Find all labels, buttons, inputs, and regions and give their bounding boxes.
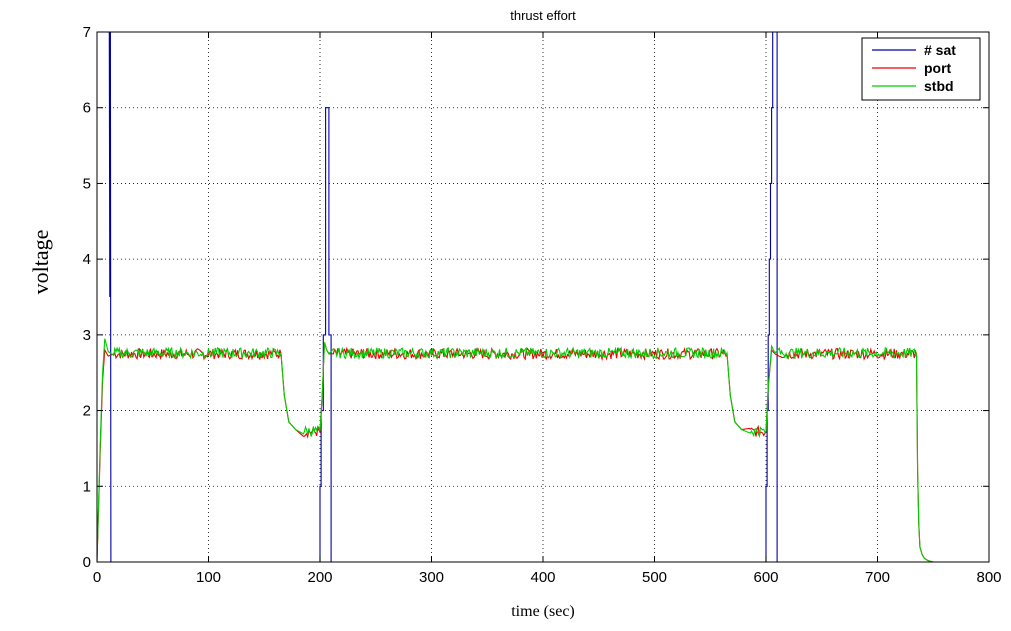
y-tick-label: 5 — [83, 175, 91, 192]
x-tick-label: 100 — [196, 569, 221, 586]
x-axis-label: time (sec) — [511, 603, 575, 620]
x-tick-label: 600 — [753, 569, 778, 586]
x-tick-label: 800 — [976, 569, 1001, 586]
chart-title: thrust effort — [510, 8, 576, 23]
y-tick-label: 6 — [83, 100, 91, 117]
legend: # sat port stbd — [861, 37, 981, 101]
legend-box — [861, 37, 981, 101]
legend-entry: port — [924, 60, 952, 76]
x-tick-label: 500 — [642, 569, 667, 586]
series-line-stbd — [97, 338, 934, 562]
x-tick-label: 200 — [307, 569, 332, 586]
series-line-sat — [97, 32, 923, 562]
legend-entry: stbd — [924, 78, 954, 94]
y-tick-label: 3 — [83, 327, 91, 344]
axis-ticks: 0 100 200 300 400 500 600 700 800 0 1 2 3 4 5 6 7 — [83, 24, 1002, 586]
y-tick-label: 2 — [83, 403, 91, 420]
grid-lines — [97, 32, 989, 562]
y-tick-label: 0 — [83, 554, 91, 571]
series-layer — [97, 32, 934, 562]
x-tick-label: 0 — [93, 569, 101, 586]
y-tick-label: 1 — [83, 478, 91, 495]
x-tick-label: 700 — [865, 569, 890, 586]
x-tick-label: 400 — [530, 569, 555, 586]
y-tick-label: 7 — [83, 24, 91, 41]
y-axis-label: voltage — [28, 230, 53, 295]
legend-entry: # sat — [924, 42, 956, 58]
x-tick-label: 300 — [419, 569, 444, 586]
y-tick-label: 4 — [83, 251, 91, 268]
